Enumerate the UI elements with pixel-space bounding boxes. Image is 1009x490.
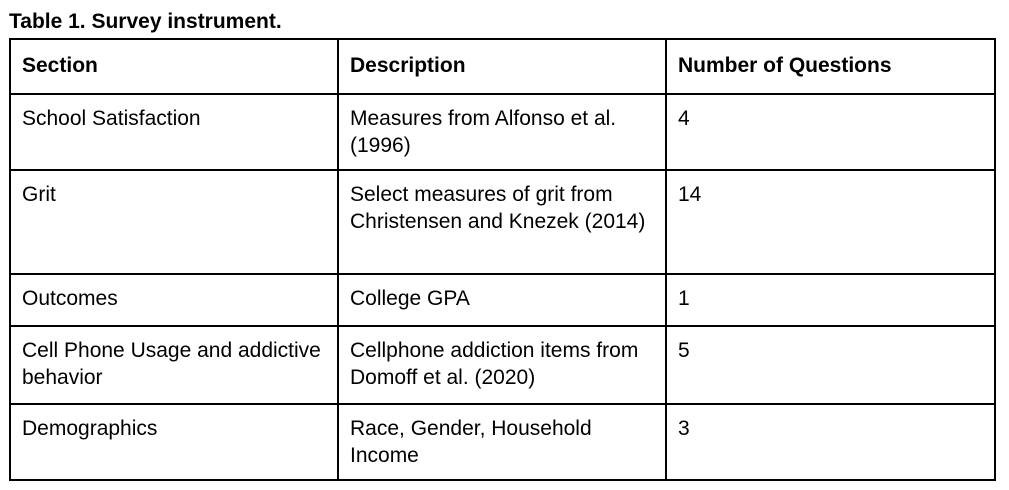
table-row: Demographics Race, Gender, Household Inc… <box>9 403 996 481</box>
cell-number-of-questions: 3 <box>665 403 996 481</box>
cell-section: Cell Phone Usage and addictive behavior <box>9 325 339 405</box>
cell-number-of-questions: 5 <box>665 325 996 405</box>
table-row: Cell Phone Usage and addictive behavior … <box>9 325 996 405</box>
survey-instrument-table: Section Description Number of Questions … <box>9 38 996 481</box>
table-row: Grit Select measures of grit from Christ… <box>9 169 996 275</box>
table-row: Outcomes College GPA 1 <box>9 273 996 327</box>
cell-description: Race, Gender, Household Income <box>337 403 667 481</box>
cell-description: College GPA <box>337 273 667 327</box>
header-section: Section <box>9 38 339 95</box>
cell-section: Demographics <box>9 403 339 481</box>
cell-description: Cellphone addiction items from Domoff et… <box>337 325 667 405</box>
table-header-row: Section Description Number of Questions <box>9 38 996 95</box>
table-row: School Satisfaction Measures from Alfons… <box>9 93 996 171</box>
cell-description: Measures from Alfonso et al. (1996) <box>337 93 667 171</box>
table-caption: Table 1. Survey instrument. <box>9 10 282 33</box>
cell-section: Outcomes <box>9 273 339 327</box>
cell-number-of-questions: 1 <box>665 273 996 327</box>
cell-number-of-questions: 14 <box>665 169 996 275</box>
cell-description: Select measures of grit from Christensen… <box>337 169 667 275</box>
cell-section: Grit <box>9 169 339 275</box>
header-description: Description <box>337 38 667 95</box>
header-number-of-questions: Number of Questions <box>665 38 996 95</box>
cell-section: School Satisfaction <box>9 93 339 171</box>
cell-number-of-questions: 4 <box>665 93 996 171</box>
